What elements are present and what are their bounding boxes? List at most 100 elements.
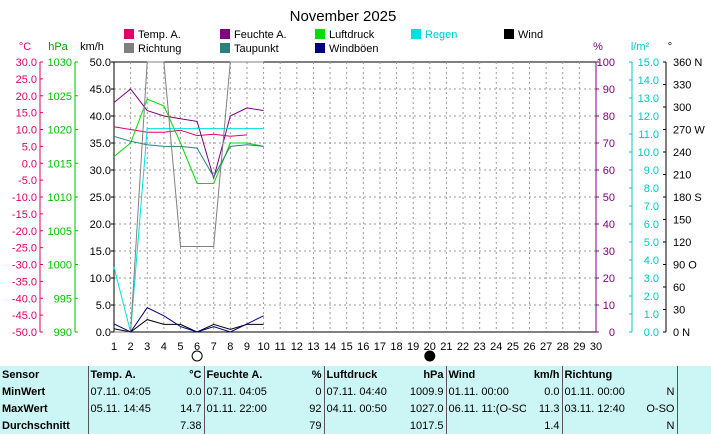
unit-label-temp: °C xyxy=(19,41,31,53)
stats-row-label: MaxWert xyxy=(0,400,89,417)
stats-header-wind: Wind xyxy=(448,368,476,381)
day-tick-label: 21 xyxy=(440,341,452,353)
wind-axis-tick-label: 30.0 xyxy=(90,165,111,177)
day-tick-label: 18 xyxy=(390,341,402,353)
series xyxy=(113,61,264,333)
pressure-axis-tick-label: 1025 xyxy=(48,91,72,103)
wind-axis-tick-label: 40.0 xyxy=(90,111,111,123)
stats-cell-time: 07.11. 04:05 xyxy=(206,385,267,398)
series-line-wind xyxy=(113,319,264,333)
temp-axis-tick-label: -5.0 xyxy=(18,175,37,187)
humidity-axis-tick-label: 80 xyxy=(603,111,615,123)
day-tick-label: 12 xyxy=(291,341,303,353)
humidity-axis-tick-label: 60 xyxy=(603,165,615,177)
stats-row-label: Durchschnitt xyxy=(0,417,89,434)
stats-cell-value: 0.0 xyxy=(526,383,563,400)
direction-axis-tick-label: 0 N xyxy=(673,327,690,339)
stats-cell-time: 07.11. 04:40 xyxy=(326,385,387,398)
day-tick-label: 27 xyxy=(540,341,552,353)
stats-cell-value: 1027.0 xyxy=(404,400,447,417)
day-tick-label: 3 xyxy=(144,341,150,353)
rain-axis-tick-label: 9.0 xyxy=(644,165,659,177)
direction-axis-tick-label: 330 xyxy=(673,80,691,92)
stats-cell-time: 01.11. 00:00 xyxy=(564,385,625,398)
day-tick-label: 13 xyxy=(307,341,319,353)
legend-label: Richtung xyxy=(138,43,181,55)
rain-axis-tick-label: 8.0 xyxy=(644,183,659,195)
stats-cell-time xyxy=(446,417,526,434)
stats-header-humidity: Feuchte A. xyxy=(206,368,263,381)
stats-cell-time xyxy=(204,417,288,434)
stats-cell-time: 01.11. 22:00 xyxy=(206,402,267,415)
stats-cell-time xyxy=(324,417,404,434)
unit-label-humidity: % xyxy=(593,41,603,53)
legend-swatch xyxy=(124,43,134,53)
stats-cell-value: 92 xyxy=(288,400,325,417)
stats-cell-time: 05.11. 14:45 xyxy=(90,402,151,415)
stats-cell-value: 11.3 xyxy=(526,400,563,417)
day-tick-label: 16 xyxy=(357,341,369,353)
pressure-axis-tick-label: 1015 xyxy=(48,158,72,170)
wind-axis-tick-label: 35.0 xyxy=(90,138,111,150)
direction-axis-tick-label: 270 W xyxy=(673,125,705,137)
stats-header-humidity-unit: % xyxy=(288,366,325,383)
series-line-feuchte-a- xyxy=(113,88,264,180)
day-tick-label: 23 xyxy=(474,341,486,353)
humidity-axis-tick-label: 50 xyxy=(603,192,615,204)
day-tick-label: 28 xyxy=(557,341,569,353)
stats-cell-time: 03.11. 12:40 xyxy=(564,402,625,415)
temp-axis-tick-label: 0.0 xyxy=(22,158,37,170)
stats-cell-value: 1009.9 xyxy=(404,383,447,400)
direction-axis-tick-label: 240 xyxy=(673,147,691,159)
humidity-axis-tick-label: 10 xyxy=(603,300,615,312)
legend-swatch xyxy=(220,29,230,39)
legend-label: Taupunkt xyxy=(234,43,279,55)
humidity-axis-tick-label: 0 xyxy=(609,327,615,339)
temp-axis-tick-label: 10.0 xyxy=(16,125,37,137)
humidity-axis-tick-label: 90 xyxy=(603,84,615,96)
humidity-axis-tick-label: 40 xyxy=(603,219,615,231)
wind-axis-tick-label: 25.0 xyxy=(90,192,111,204)
day-tick-label: 22 xyxy=(457,341,469,353)
stats-row-max: MaxWert 05.11. 14:45 14.7 01.11. 22:00 9… xyxy=(0,400,711,417)
temp-axis-tick-label: -15.0 xyxy=(12,209,37,221)
unit-label-direction: ° xyxy=(668,41,672,53)
pressure-axis-tick-label: 1020 xyxy=(48,125,72,137)
legend-swatch xyxy=(504,29,514,39)
rain-axis-tick-label: 1.0 xyxy=(644,309,659,321)
day-tick-label: 5 xyxy=(177,341,183,353)
stats-cell-value: 0 xyxy=(288,383,325,400)
chart-title: November 2025 xyxy=(290,8,397,25)
temp-axis-tick-label: 30.0 xyxy=(16,57,37,69)
pressure-axis-tick-label: 990 xyxy=(54,327,72,339)
stats-row-label: MinWert xyxy=(0,383,89,400)
rain-axis-tick-label: 4.0 xyxy=(644,255,659,267)
stats-header-sensor: Sensor xyxy=(0,366,89,383)
stats-header-temp-unit: °C xyxy=(168,366,205,383)
day-tick-label: 24 xyxy=(490,341,502,353)
stats-cell-time: 01.11. 00:00 xyxy=(448,385,509,398)
rain-axis-tick-label: 10.0 xyxy=(638,147,659,159)
stats-cell-time: 06.11. 11:(O-SO xyxy=(448,402,527,415)
day-tick-label: 1 xyxy=(111,341,117,353)
stats-cell-time: 07.11. 04:05 xyxy=(90,385,151,398)
direction-axis-tick-label: 90 O xyxy=(673,260,697,272)
stats-header-direction: Richtung xyxy=(564,368,613,381)
direction-axis-tick-label: 150 xyxy=(673,215,691,227)
wind-axis-tick-label: 20.0 xyxy=(90,219,111,231)
legend-label: Feuchte A. xyxy=(234,29,287,41)
series-line-richtung xyxy=(114,61,264,333)
day-tick-label: 9 xyxy=(244,341,250,353)
direction-axis-tick-label: 60 xyxy=(673,282,685,294)
legend: Temp. A. Feuchte A. Luftdruck Regen Wind Rich… xyxy=(124,29,543,55)
legend-label: Luftdruck xyxy=(329,29,375,41)
legend-swatch xyxy=(315,29,325,39)
rain-axis-tick-label: 15.0 xyxy=(638,57,659,69)
day-tick-label: 15 xyxy=(341,341,353,353)
axes: 30.025.020.015.010.05.00.0-5.0-10.0-15.0… xyxy=(12,57,705,353)
humidity-axis-tick-label: 30 xyxy=(603,246,615,258)
wind-axis-tick-label: 5.0 xyxy=(96,300,111,312)
stats-cell-value: 79 xyxy=(288,417,325,434)
temp-axis-tick-label: 15.0 xyxy=(16,108,37,120)
statistics-table: Sensor Temp. A. °C Feuchte A. % Luftdruc… xyxy=(0,366,711,434)
